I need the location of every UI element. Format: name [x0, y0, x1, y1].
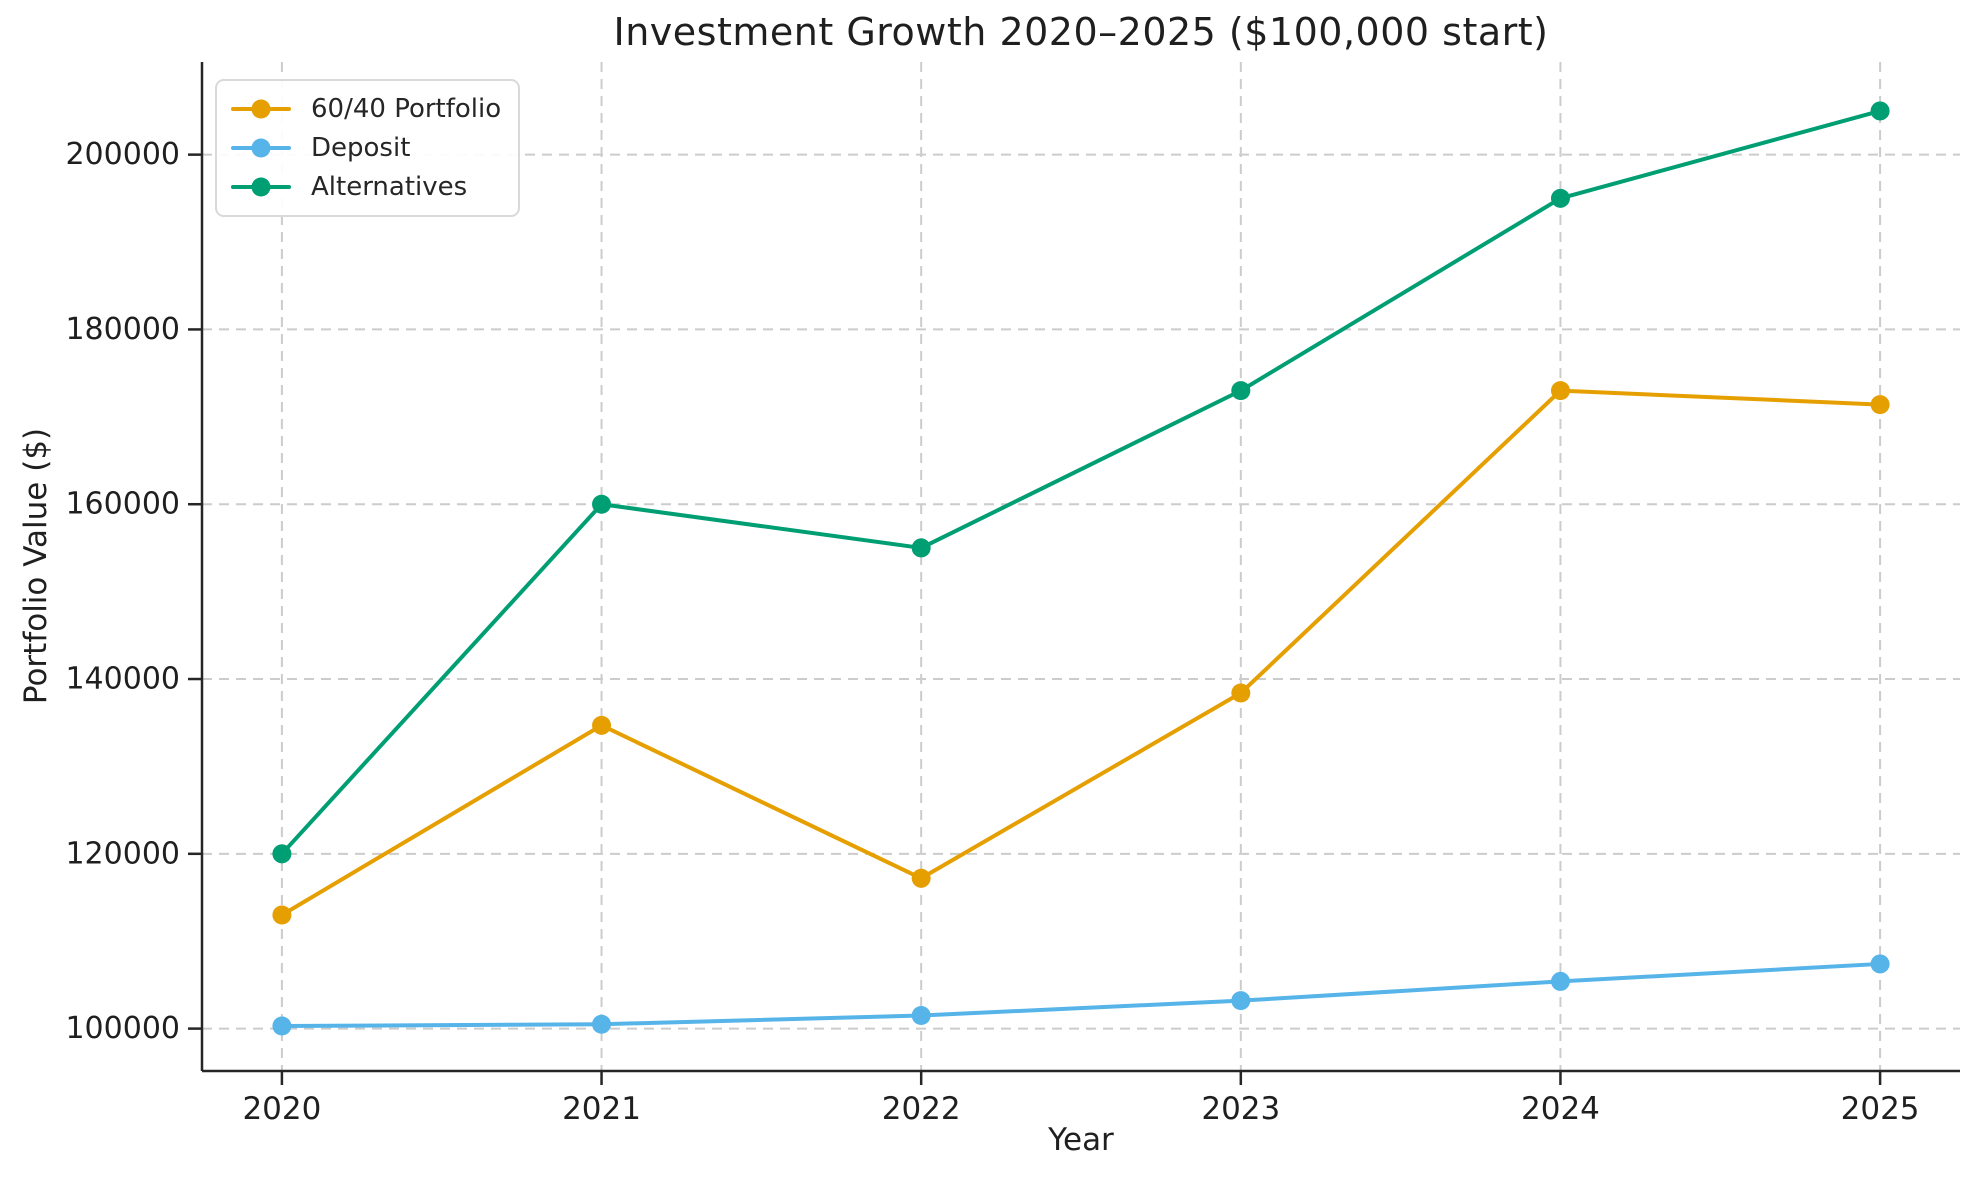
- data-point-deposit: [1231, 991, 1251, 1011]
- y-tick-label: 180000: [65, 312, 180, 347]
- y-tick-label: 100000: [65, 1011, 180, 1046]
- series-line-alternatives: [279, 108, 1883, 856]
- x-tick-label: 2024: [1521, 1091, 1600, 1127]
- legend-label: Deposit: [311, 132, 411, 163]
- data-point-deposit: [592, 1014, 612, 1034]
- data-point-60-40-portfolio: [1870, 395, 1890, 415]
- legend-line-marker-icon: [231, 138, 291, 158]
- data-point-deposit: [1870, 954, 1890, 974]
- data-point-60-40-portfolio: [1231, 683, 1251, 703]
- x-tick-label: 2023: [1201, 1091, 1280, 1127]
- x-tick-label: 2020: [242, 1091, 321, 1127]
- legend-item: 60/40 Portfolio: [231, 94, 504, 124]
- legend-label: Alternatives: [311, 172, 468, 203]
- data-point-alternatives: [1870, 101, 1890, 121]
- x-tick-label: 2025: [1841, 1091, 1920, 1127]
- data-point-alternatives: [1550, 188, 1570, 208]
- legend-line-marker-icon: [231, 177, 291, 197]
- data-point-alternatives: [911, 538, 931, 558]
- x-tick-label: 2021: [562, 1091, 641, 1127]
- x-axis-label: Year: [1048, 1122, 1114, 1158]
- y-tick-label: 200000: [65, 137, 180, 172]
- chart-title: Investment Growth 2020–2025 ($100,000 st…: [613, 10, 1549, 54]
- data-point-alternatives: [272, 844, 292, 864]
- y-tick-label: 120000: [65, 836, 180, 871]
- legend: 60/40 Portfolio Deposit Alternatives: [215, 79, 520, 217]
- y-tick-label: 160000: [65, 487, 180, 522]
- x-tick-label: 2022: [882, 1091, 961, 1127]
- series-line-60-40-portfolio: [279, 388, 1883, 917]
- legend-line-marker-icon: [231, 99, 291, 119]
- data-point-60-40-portfolio: [272, 905, 292, 925]
- legend-item: Deposit: [231, 133, 504, 163]
- legend-label: 60/40 Portfolio: [311, 93, 502, 124]
- data-point-60-40-portfolio: [1550, 381, 1570, 401]
- legend-item: Alternatives: [231, 172, 504, 202]
- data-point-alternatives: [592, 494, 612, 514]
- data-point-deposit: [272, 1016, 292, 1036]
- y-tick-label: 140000: [65, 662, 180, 697]
- data-point-60-40-portfolio: [911, 868, 931, 888]
- data-point-alternatives: [1231, 381, 1251, 401]
- y-axis-label: Portfolio Value ($): [18, 427, 54, 705]
- data-point-deposit: [1550, 971, 1570, 991]
- series-line-deposit: [279, 961, 1883, 1028]
- data-point-60-40-portfolio: [592, 715, 612, 735]
- data-point-deposit: [911, 1006, 931, 1026]
